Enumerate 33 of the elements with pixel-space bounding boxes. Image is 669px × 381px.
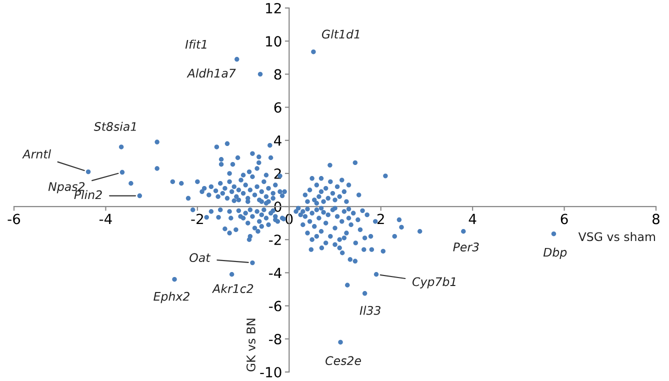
annotation: St8sia1 [94,122,136,131]
annotation: Glt1d1 [322,29,360,39]
y-axis-title: GK vs BN [246,318,256,372]
y-tick-label: -6 [269,300,282,312]
annotation: Per3 [453,242,479,252]
y-tick-label: -10 [260,366,282,378]
x-tick-label: 0 [286,214,293,224]
annotation: Ces2e [326,356,361,366]
y-tick-label: 6 [274,102,282,113]
x-tick-label: 8 [652,214,660,224]
annotation: Ephx2 [154,292,190,304]
annotation: Akr1c2 [212,284,254,294]
annotation: Il33 [360,306,380,315]
x-tick-label: 2 [377,214,384,224]
annotation: Dbp [543,248,567,260]
annotation: Oat [190,253,211,262]
annotation: Aldh1a7 [186,68,236,78]
y-tick-label: 12 [266,2,281,14]
y-tick-label: 8 [274,69,282,80]
x-tick-label: -6 [8,214,20,224]
y-tick-label: -2 [269,234,281,245]
y-tick-label: 4 [274,136,282,146]
y-tick-label: -4 [269,268,282,278]
annotation: Ifit1 [185,40,206,49]
annotation: Cyp7b1 [412,277,456,288]
x-tick-label: 6 [560,214,568,224]
x-tick-label: -4 [99,214,112,224]
x-axis-title: VSG vs sham [578,232,655,242]
x-tick-label: -2 [191,214,203,224]
annotation: Arntl [22,149,52,158]
y-tick-label: 10 [266,36,282,47]
x-tick-label: 4 [468,214,476,224]
y-tick-label: -8 [269,334,282,344]
